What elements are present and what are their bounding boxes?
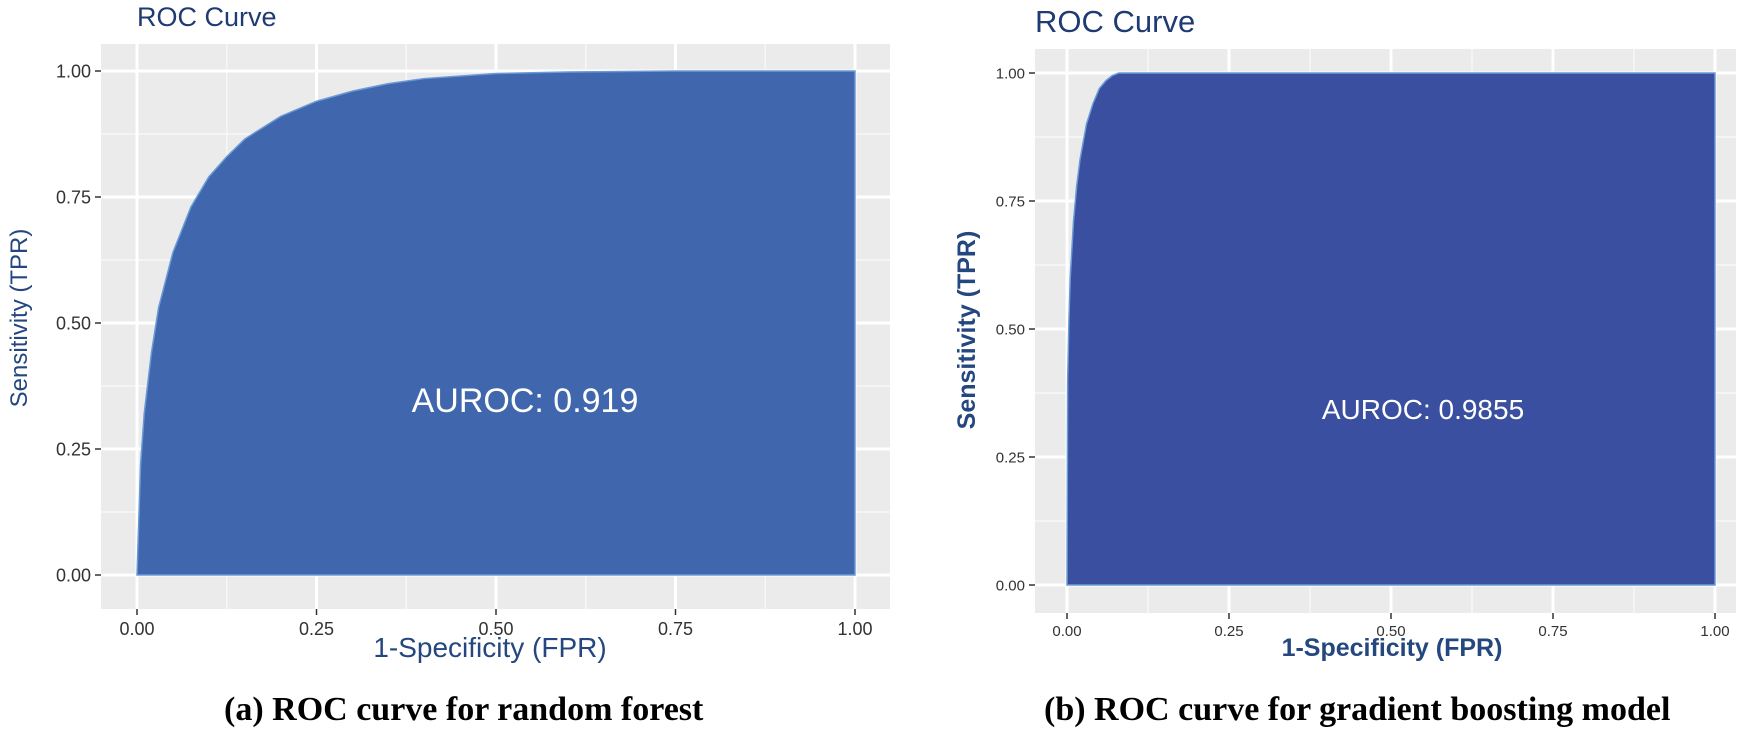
chart-b-y-tick-label: 0.00	[996, 577, 1025, 594]
chart-b-x-axis-label: 1-Specificity (FPR)	[1282, 634, 1503, 662]
chart-a: ROC Curve AUROC: 0.919 0.00 0.25 0.50 0.75 1…	[6, 2, 890, 663]
chart-a-x-ticks: 0.00 0.25 0.50 0.75 1.00	[119, 609, 873, 639]
chart-a-title: ROC Curve	[137, 2, 277, 32]
chart-a-x-tick-label: 0.50	[478, 619, 513, 639]
chart-b-title: ROC Curve	[1035, 4, 1195, 39]
chart-a-x-tick-label: 1.00	[837, 619, 872, 639]
chart-a-y-ticks: 0.00 0.25 0.50 0.75 1.00	[56, 61, 101, 585]
chart-a-x-tick-label: 0.25	[299, 619, 334, 639]
chart-a-roc-area	[136, 70, 856, 576]
chart-b-y-tick-label: 1.00	[996, 65, 1025, 82]
caption-b: (b) ROC curve for gradient boosting mode…	[1044, 691, 1671, 728]
chart-a-y-tick-label: 0.25	[56, 439, 91, 459]
chart-a-y-tick-label: 0.75	[56, 187, 91, 207]
chart-a-y-axis-label: Sensitivity (TPR)	[6, 229, 33, 408]
chart-b-x-tick-label: 1.00	[1700, 623, 1729, 640]
chart-b-x-tick-label: 0.25	[1214, 623, 1243, 640]
chart-a-y-tick-label: 1.00	[56, 61, 91, 81]
chart-b-y-ticks: 0.00 0.25 0.50 0.75 1.00	[996, 65, 1035, 594]
chart-a-x-tick-label: 0.00	[119, 619, 154, 639]
chart-b-x-ticks: 0.00 0.25 0.50 0.75 1.00	[1052, 613, 1730, 640]
chart-b-roc-area	[1066, 72, 1716, 586]
chart-b-y-tick-label: 0.75	[996, 193, 1025, 210]
caption-a: (a) ROC curve for random forest	[224, 691, 704, 728]
chart-b: ROC Curve AUROC: 0.9855 0.00 0.25 0.50 0.75…	[953, 4, 1736, 662]
chart-a-y-tick-label: 0.00	[56, 565, 91, 585]
chart-a-y-tick-label: 0.50	[56, 313, 91, 333]
chart-b-y-tick-label: 0.25	[996, 449, 1025, 466]
chart-b-auroc-annotation: AUROC: 0.9855	[1322, 394, 1524, 425]
chart-a-auroc-annotation: AUROC: 0.919	[412, 382, 639, 420]
chart-b-x-tick-label: 0.75	[1538, 623, 1567, 640]
chart-b-x-tick-label: 0.50	[1376, 623, 1405, 640]
chart-b-y-tick-label: 0.50	[996, 321, 1025, 338]
chart-a-x-axis-label: 1-Specificity (FPR)	[373, 632, 606, 663]
chart-b-y-axis-label: Sensitivity (TPR)	[953, 231, 981, 430]
chart-a-x-tick-label: 0.75	[658, 619, 693, 639]
chart-b-x-tick-label: 0.00	[1052, 623, 1081, 640]
